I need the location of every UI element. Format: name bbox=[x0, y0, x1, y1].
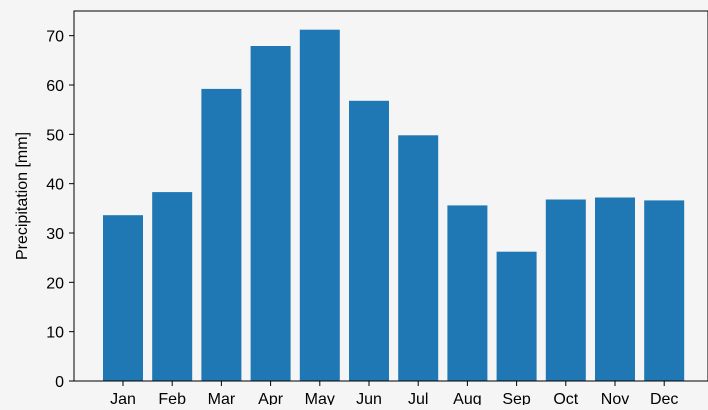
bar-feb bbox=[152, 192, 193, 381]
bar-apr bbox=[250, 46, 291, 381]
y-axis: 0 10 20 30 40 50 60 70 bbox=[46, 29, 74, 391]
bar-may bbox=[299, 29, 340, 381]
bar-mar bbox=[201, 88, 242, 382]
x-tick-label: May bbox=[305, 391, 335, 405]
x-tick-label: Dec bbox=[650, 391, 678, 405]
x-tick-label: Aug bbox=[453, 391, 481, 405]
bar-nov bbox=[595, 197, 635, 381]
y-tick-label: 10 bbox=[46, 325, 64, 342]
y-tick-label: 70 bbox=[46, 29, 64, 46]
y-tick-label: 40 bbox=[46, 177, 64, 194]
x-tick-label: Jul bbox=[408, 391, 428, 405]
y-tick-label: 20 bbox=[46, 275, 64, 292]
y-tick-label: 50 bbox=[46, 127, 64, 144]
x-tick-label: Oct bbox=[553, 391, 578, 405]
bar-aug bbox=[447, 205, 488, 381]
x-axis: Jan Feb Mar Apr May Jun Jul Aug Sep Oct Nov Dec bbox=[110, 381, 678, 408]
bar-jul bbox=[398, 135, 439, 381]
bar-dec bbox=[644, 200, 685, 381]
bar-jan bbox=[103, 215, 143, 381]
y-tick-label: 30 bbox=[46, 226, 64, 243]
x-tick-label: Jun bbox=[356, 391, 382, 405]
y-tick-label: 0 bbox=[55, 374, 64, 391]
x-tick-label: Sep bbox=[502, 391, 531, 405]
bars-group bbox=[103, 29, 685, 382]
x-tick-label: Jan bbox=[110, 391, 136, 405]
x-tick-label: Feb bbox=[158, 391, 186, 405]
y-axis-label: Precipitation [mm] bbox=[14, 132, 31, 260]
bar-oct bbox=[545, 199, 586, 381]
plot-frame bbox=[73, 10, 708, 382]
bar-sep bbox=[496, 251, 537, 381]
x-tick-label: Mar bbox=[208, 391, 236, 405]
y-tick-label: 60 bbox=[46, 78, 64, 95]
x-tick-label: Nov bbox=[601, 391, 629, 405]
x-tick-label: Apr bbox=[258, 391, 284, 405]
bar-jun bbox=[349, 100, 389, 382]
